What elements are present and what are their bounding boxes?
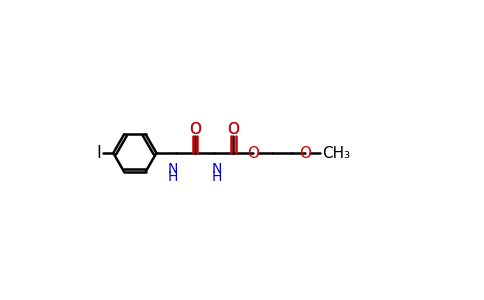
Text: O: O	[247, 146, 258, 160]
Text: H: H	[212, 170, 223, 184]
Text: O: O	[227, 122, 240, 137]
Text: O: O	[189, 122, 201, 137]
Text: O: O	[299, 146, 311, 160]
Text: O: O	[189, 122, 201, 137]
Text: N: N	[212, 162, 223, 176]
Text: H: H	[167, 170, 178, 184]
Text: O: O	[227, 122, 240, 137]
Text: I: I	[96, 144, 101, 162]
Text: N: N	[167, 162, 178, 176]
Text: CH₃: CH₃	[322, 146, 350, 160]
